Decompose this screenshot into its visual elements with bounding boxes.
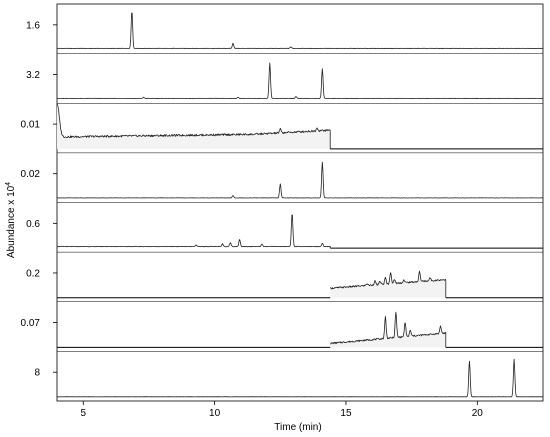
trace-line: [56, 12, 544, 49]
x-tick-label: 15: [340, 408, 352, 419]
x-tick-label: 20: [472, 408, 484, 419]
trace-panel: 3.2: [26, 53, 543, 100]
trace-panel: 0.2: [26, 251, 543, 299]
panel-label: 1.6: [26, 20, 40, 31]
panel-label: 0.6: [26, 219, 40, 230]
trace-line: [330, 270, 447, 298]
trace-panel: 8: [34, 351, 543, 398]
y-axis-title: Abundance x 104: [5, 182, 17, 258]
x-tick-label: 5: [80, 408, 86, 419]
panels: 1.6 3.2 0.01 0.02 0.6 0.2 0.07 8: [21, 3, 544, 402]
trace-panel: 0.02: [21, 152, 544, 199]
panel-label: 8: [34, 368, 40, 379]
panel-label: 0.02: [21, 169, 41, 180]
trace-line: [330, 311, 447, 348]
x-axis: 5 10 15 20: [80, 401, 483, 419]
trace-line: [56, 103, 331, 149]
trace-line: [57, 62, 543, 100]
panel-label: 3.2: [26, 70, 40, 81]
trace-line: [56, 358, 543, 398]
trace-panel: 0.01: [21, 102, 543, 150]
y-axis-title-exponent: 4: [5, 182, 12, 186]
x-axis-title: Time (min): [274, 422, 321, 433]
y-axis-title-text: Abundance x 10: [6, 185, 17, 258]
trace-line: [56, 161, 544, 199]
panel-label: 0.2: [26, 268, 40, 279]
trace-panel: 1.6: [26, 12, 544, 49]
trace-panel: 0.6: [26, 202, 543, 249]
trace-fill: [330, 271, 446, 298]
panel-label: 0.07: [21, 318, 41, 329]
trace-fill: [330, 312, 446, 348]
panel-label: 0.01: [21, 120, 41, 131]
trace-fill: [57, 103, 331, 149]
trace-line: [56, 214, 331, 249]
x-tick-label: 10: [209, 408, 221, 419]
trace-panel: 0.07: [21, 301, 543, 348]
